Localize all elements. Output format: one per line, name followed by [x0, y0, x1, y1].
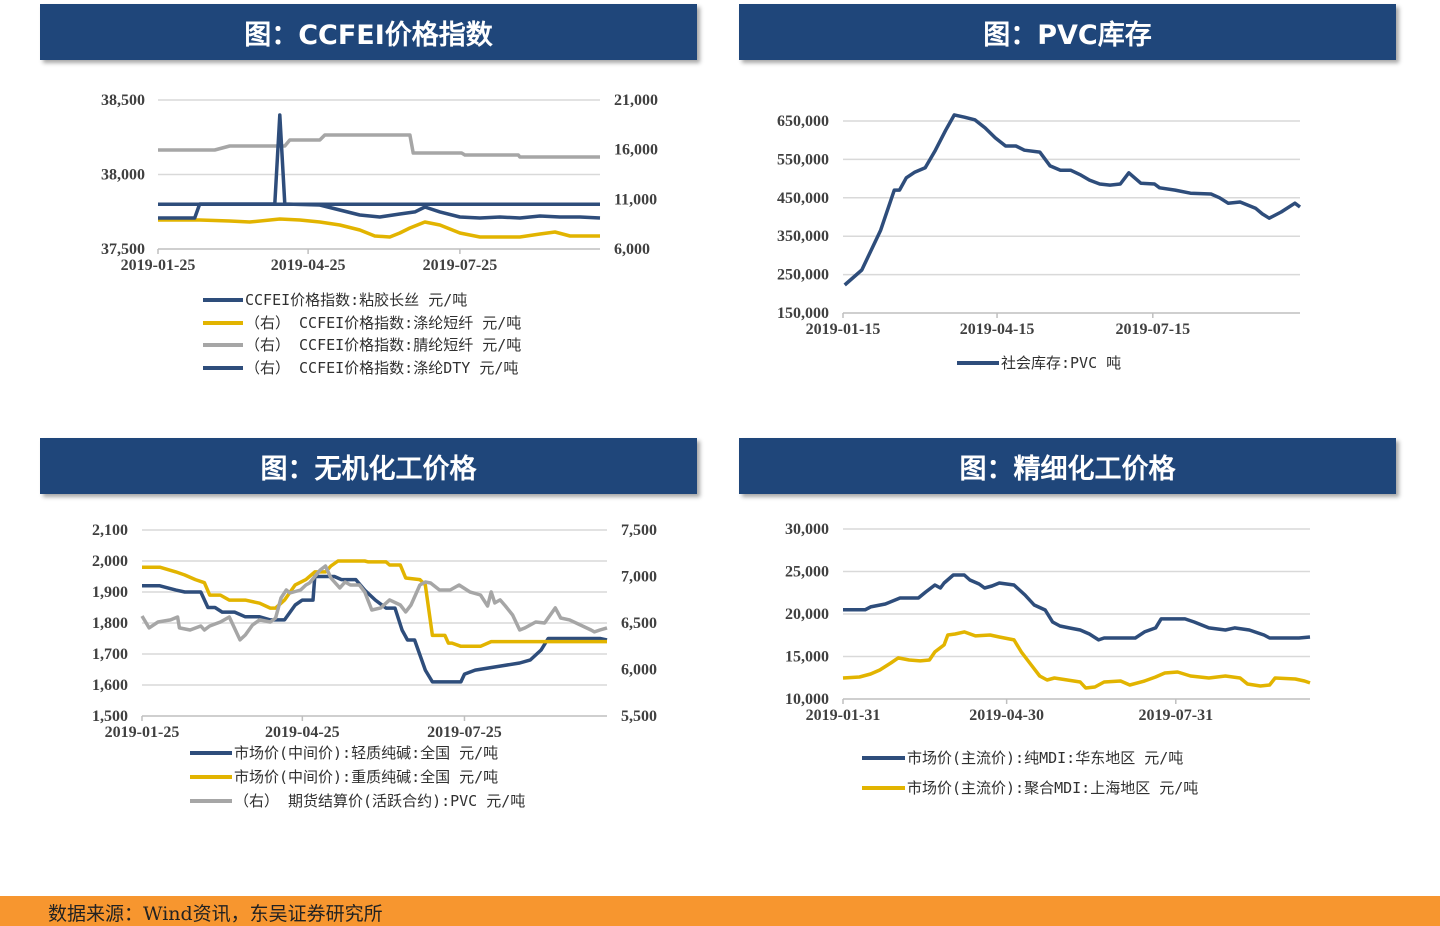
y-tick-left: 1,900 — [92, 584, 128, 601]
series-line-0-2 — [158, 133, 600, 159]
series-line-2-2 — [140, 564, 608, 642]
y-tick-left: 30,000 — [785, 521, 829, 538]
y-tick-left: 2,000 — [92, 553, 128, 570]
x-tick-label: 2019-07-31 — [1138, 707, 1213, 724]
x-tick-label: 2019-01-25 — [105, 724, 180, 741]
x-tick-label: 2019-07-25 — [427, 724, 502, 741]
y-tick-right: 6,500 — [621, 615, 657, 632]
legend-label: 市场价(中间价):轻质纯碱:全国 元/吨 — [234, 744, 498, 762]
chart-title-ccfei: 图：CCFEI价格指数 — [40, 4, 697, 60]
x-tick-label: 2019-04-25 — [271, 257, 346, 274]
x-tick-label: 2019-01-25 — [121, 257, 196, 274]
footer-bar: 数据来源：Wind资讯，东吴证券研究所 — [0, 896, 1440, 926]
legend-label: （右） CCFEI价格指数:涤纶DTY 元/吨 — [245, 359, 518, 377]
series-line-2-1 — [142, 559, 607, 649]
y-tick-left: 38,500 — [101, 92, 145, 109]
y-tick-left: 650,000 — [777, 113, 829, 130]
y-tick-right: 7,000 — [621, 569, 657, 586]
y-tick-left: 38,000 — [101, 167, 145, 184]
y-tick-left: 2,100 — [92, 522, 128, 539]
x-tick-label: 2019-04-30 — [969, 707, 1044, 724]
legend-label: （右） CCFEI价格指数:腈纶短纤 元/吨 — [245, 336, 521, 354]
y-tick-right: 6,000 — [621, 662, 657, 679]
series-line-3-1 — [842, 630, 1311, 690]
legend-label: 社会库存:PVC 吨 — [1001, 354, 1121, 372]
data-source: 数据来源：Wind资讯，东吴证券研究所 — [48, 903, 383, 925]
y-tick-left: 15,000 — [785, 649, 829, 666]
legend-label: CCFEI价格指数:粘胶长丝 元/吨 — [245, 291, 467, 309]
chart-title-inorganic-chemicals: 图：无机化工价格 — [40, 438, 697, 494]
legend-label: （右） CCFEI价格指数:涤纶短纤 元/吨 — [245, 314, 521, 332]
y-tick-right: 6,000 — [614, 241, 650, 258]
chart-title-pvc-inventory: 图：PVC库存 — [739, 4, 1396, 60]
legend-label: （右） 期货结算价(活跃合约):PVC 元/吨 — [234, 792, 525, 810]
y-tick-left: 20,000 — [785, 606, 829, 623]
series-line-0-3 — [158, 113, 601, 220]
series-line-0-1 — [158, 217, 600, 239]
series-line-3-0 — [843, 573, 1311, 642]
y-tick-left: 1,600 — [92, 677, 128, 694]
legend-label: 市场价(主流价):聚合MDI:上海地区 元/吨 — [907, 779, 1198, 797]
y-tick-right: 5,500 — [621, 708, 657, 725]
legend-label: 市场价(主流价):纯MDI:华东地区 元/吨 — [907, 749, 1183, 767]
x-tick-label: 2019-01-15 — [806, 321, 881, 338]
y-tick-left: 1,700 — [92, 646, 128, 663]
y-tick-left: 10,000 — [785, 691, 829, 708]
x-tick-label: 2019-01-31 — [806, 707, 881, 724]
x-tick-label: 2019-07-15 — [1115, 321, 1190, 338]
y-tick-right: 16,000 — [614, 142, 658, 159]
y-tick-left: 550,000 — [777, 151, 829, 168]
series-line-1-0 — [843, 113, 1302, 287]
y-tick-left: 25,000 — [785, 564, 829, 581]
x-tick-label: 2019-04-25 — [265, 724, 340, 741]
x-tick-label: 2019-07-25 — [423, 257, 498, 274]
chart-title-fine-chemicals: 图：精细化工价格 — [739, 438, 1396, 494]
y-tick-left: 250,000 — [777, 267, 829, 284]
y-tick-right: 21,000 — [614, 92, 658, 109]
x-tick-label: 2019-04-15 — [960, 321, 1035, 338]
y-tick-right: 11,000 — [614, 191, 657, 208]
y-tick-left: 37,500 — [101, 241, 145, 258]
legend-label: 市场价(中间价):重质纯碱:全国 元/吨 — [234, 768, 498, 786]
y-tick-left: 450,000 — [777, 190, 829, 207]
y-tick-right: 7,500 — [621, 522, 657, 539]
y-tick-left: 1,800 — [92, 615, 128, 632]
y-tick-left: 150,000 — [777, 305, 829, 322]
y-tick-left: 350,000 — [777, 228, 829, 245]
y-tick-left: 1,500 — [92, 708, 128, 725]
